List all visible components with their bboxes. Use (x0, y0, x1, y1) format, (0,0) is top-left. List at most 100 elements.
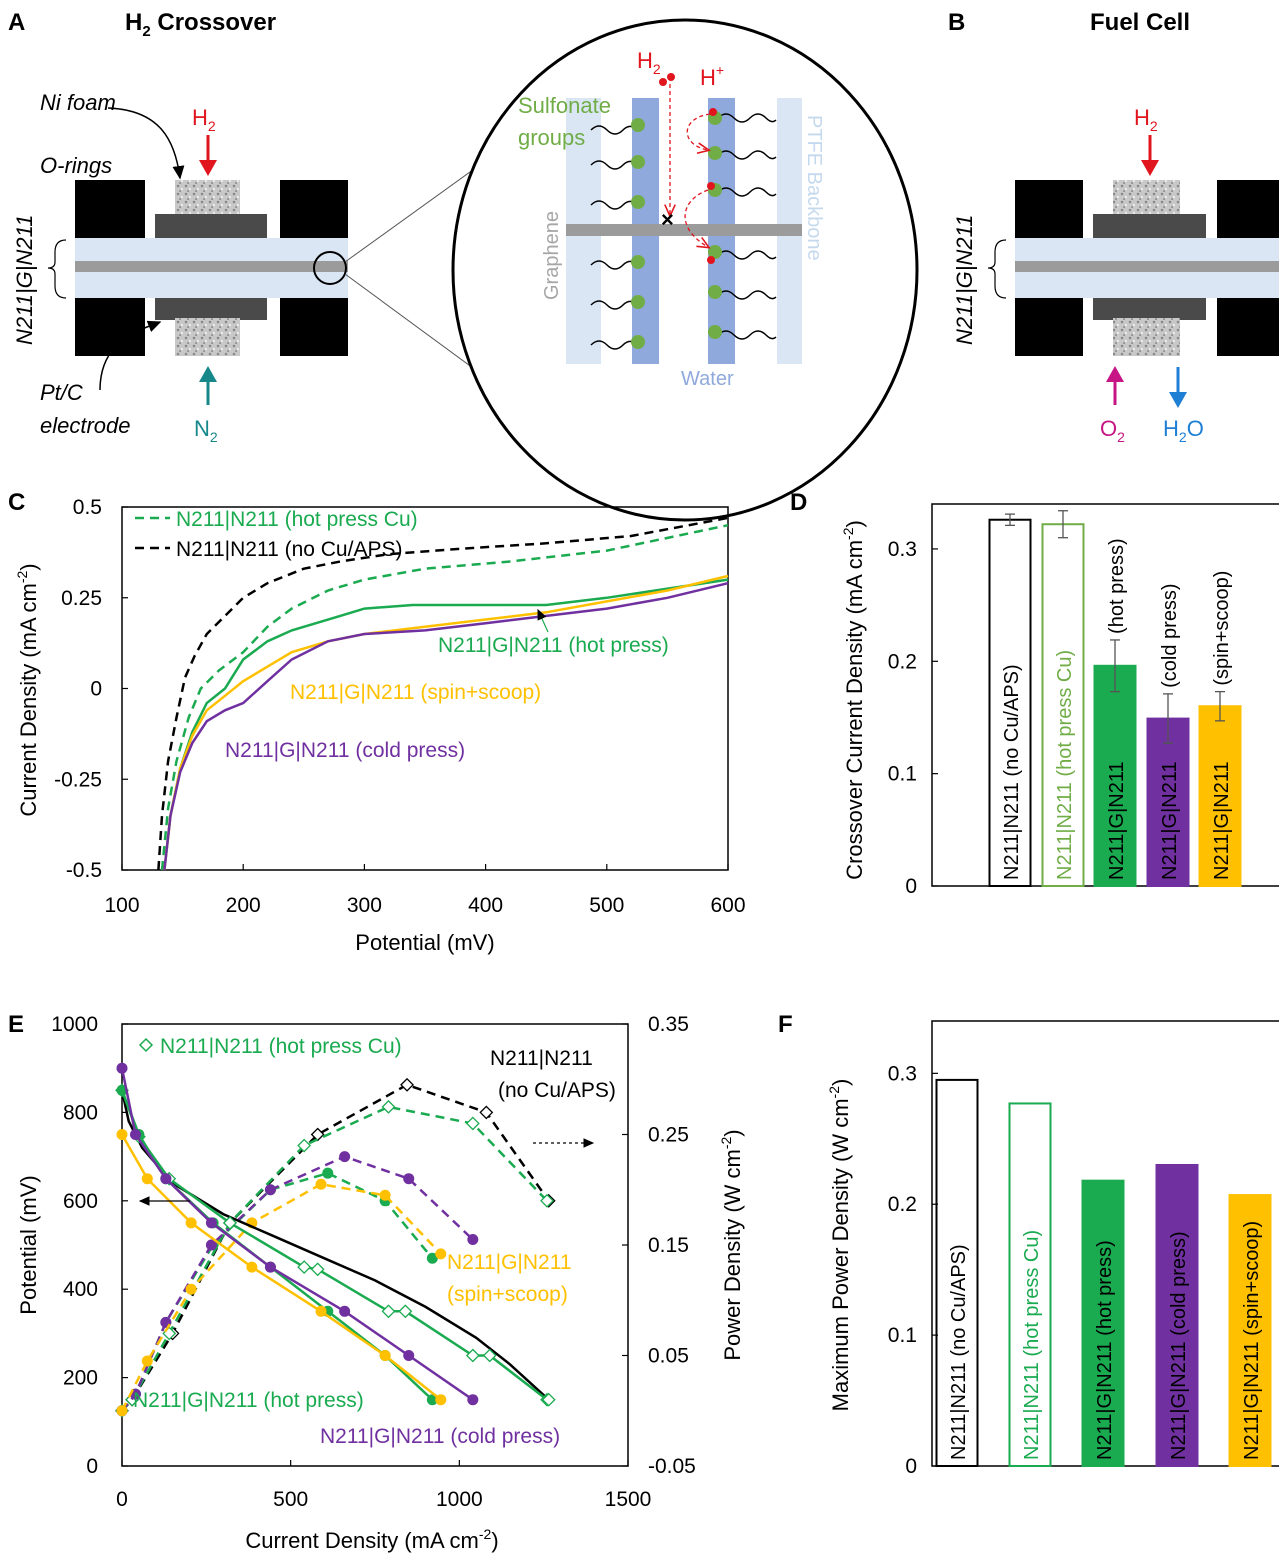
a-foam-bottom (175, 318, 240, 356)
e-xtick-label: 0 (116, 1488, 128, 1511)
panel-e: E 0 500 1000 1500 0 200 400 600 800 1000 -0.05 0.05… (8, 1011, 745, 1553)
e-y2tick-label: 0.35 (648, 1013, 689, 1036)
e-pol-point (205, 1217, 217, 1229)
c-xtick-label: 100 (104, 894, 139, 917)
zoom-circle (451, 18, 919, 522)
panel-letter-a: A (8, 9, 25, 36)
e-label-hot: N211|G|N211 (hot press) (133, 1389, 364, 1412)
c-xtick-label: 600 (710, 894, 745, 917)
e-label-nocu-1: N211|N211 (490, 1047, 593, 1070)
c-ytick-label: 0.5 (73, 496, 102, 519)
zoom-protons (659, 73, 717, 264)
e-power-point (465, 1116, 480, 1131)
e-pol-point (129, 1129, 141, 1140)
zoom-graphene (566, 224, 802, 236)
c-xtick-label: 200 (226, 894, 261, 917)
c-xlabel: Potential (mV) (355, 930, 494, 955)
e-power-point (141, 1355, 153, 1367)
c-legend-hotpress-cu: N211|N211 (hot press Cu) (176, 508, 418, 531)
a-block-bl (75, 298, 145, 356)
e-pol-point (264, 1261, 276, 1273)
bar-3 (1146, 717, 1190, 887)
e-ytick-label: 800 (63, 1101, 98, 1124)
e-power-line-4 (120, 1182, 442, 1412)
e-power-point (315, 1178, 327, 1190)
b-side-label: N211|G|N211 (952, 215, 977, 345)
e-power-point (322, 1167, 334, 1179)
bar-ytick-label: 0.3 (888, 1062, 917, 1085)
e-power-point (426, 1252, 438, 1264)
e-pol-point (160, 1173, 172, 1185)
e-ytick-label: 0 (86, 1455, 98, 1478)
bar-label-2: N211|G|N211 (hot press) (1094, 1240, 1116, 1460)
e-power-point (467, 1233, 479, 1245)
panel-d: D N211|N211 (no Cu/APS) N211|N211 (hot pr… (790, 489, 1279, 898)
c-ytick-label: 0.25 (61, 587, 102, 610)
panel-letter-c: C (8, 489, 25, 516)
c-ytick-label: -0.5 (66, 859, 102, 882)
e-xtick-label: 1500 (605, 1488, 652, 1511)
bar-label-4: N211|G|N211 (spin+scoop) (1241, 1221, 1263, 1460)
bar-label-3: N211|G|N211 (cold press) (1168, 1231, 1190, 1460)
bar-outside-label-2: (hot press) (1106, 538, 1128, 634)
panel-letter-e: E (8, 1011, 24, 1038)
e-pol-point (185, 1217, 197, 1229)
panel-letter-d: D (790, 489, 807, 516)
zoom-block-x: × (661, 207, 674, 232)
zoom-graphene-label: Graphene (541, 211, 563, 300)
panel-letter-f: F (778, 1011, 793, 1038)
bar-2 (1081, 1179, 1125, 1468)
zoom-sulfonate-dots (631, 111, 722, 349)
c-xtick-label: 500 (589, 894, 624, 917)
e-y2tick-label: -0.05 (648, 1455, 696, 1478)
bar-label-3: N211|G|N211 (1159, 761, 1181, 880)
e-pol-point (116, 1129, 128, 1140)
e-pol-point (465, 1348, 480, 1363)
c-series-line-3 (163, 574, 729, 871)
pt-c-pointer (99, 320, 162, 391)
electrode-label: electrode (40, 413, 131, 438)
e-power-point (400, 1077, 414, 1092)
e-label-nocu-2: (no Cu/APS) (498, 1079, 616, 1102)
e-xtick-label: 1000 (436, 1488, 483, 1511)
e-pol-point (310, 1262, 325, 1277)
c-xtick-label: 300 (347, 894, 382, 917)
panel-a: A H2 Crossover Ni foam O-rings H2 N211|G… (8, 9, 606, 466)
e-pol-point (381, 1304, 396, 1319)
e-ytick-label: 200 (63, 1367, 98, 1390)
e-y2tick-label: 0.05 (648, 1345, 689, 1368)
c-series-line-0 (157, 516, 729, 871)
f-ylabel: Maximum Power Density (W cm-2) (826, 1079, 853, 1412)
zoom-proton-path-2 (684, 189, 708, 247)
e-pol-line-1 (120, 1089, 549, 1401)
e-pol-point (482, 1348, 497, 1363)
e-pol-point (141, 1173, 153, 1185)
e-pol-point (426, 1394, 438, 1406)
e-pol-point (246, 1261, 258, 1273)
a-foam-top (175, 180, 240, 218)
d-ticks: 0 0.1 0.2 0.3 (888, 538, 938, 898)
ni-foam-pointer (107, 107, 185, 180)
c-series (157, 516, 729, 871)
e-series (115, 1062, 556, 1418)
e-power-point (540, 1193, 554, 1208)
e-label-spin-2: (spin+scoop) (447, 1283, 568, 1306)
a-brace (47, 239, 67, 299)
e-pol-point (116, 1062, 128, 1074)
a-n2-label: N2 (194, 416, 218, 445)
c-ticks: 100 200 300 400 500 600 -0.5 -0.25 0 0.25 0.5 (54, 496, 745, 917)
e-pol-point (541, 1392, 556, 1407)
e-pol-point (297, 1260, 312, 1275)
e-label-cold: N211|G|N211 (cold press) (320, 1425, 560, 1448)
e-ylabel: Potential (mV) (16, 1175, 41, 1314)
bar-outside-label-3: (cold press) (1159, 583, 1181, 687)
e-power-point (339, 1151, 351, 1163)
e-label-spin-1: N211|G|N211 (447, 1251, 572, 1274)
e-power-point (479, 1105, 494, 1120)
bar-1 (1008, 1102, 1052, 1468)
a-side-label: N211|G|N211 (12, 215, 37, 345)
e-y2tick-label: 0.25 (648, 1124, 689, 1147)
bar-ytick-label: 0.2 (888, 650, 917, 673)
a-h2-label: H2 (192, 105, 216, 134)
zoom-sulfonate-1: Sulfonate (518, 93, 611, 118)
